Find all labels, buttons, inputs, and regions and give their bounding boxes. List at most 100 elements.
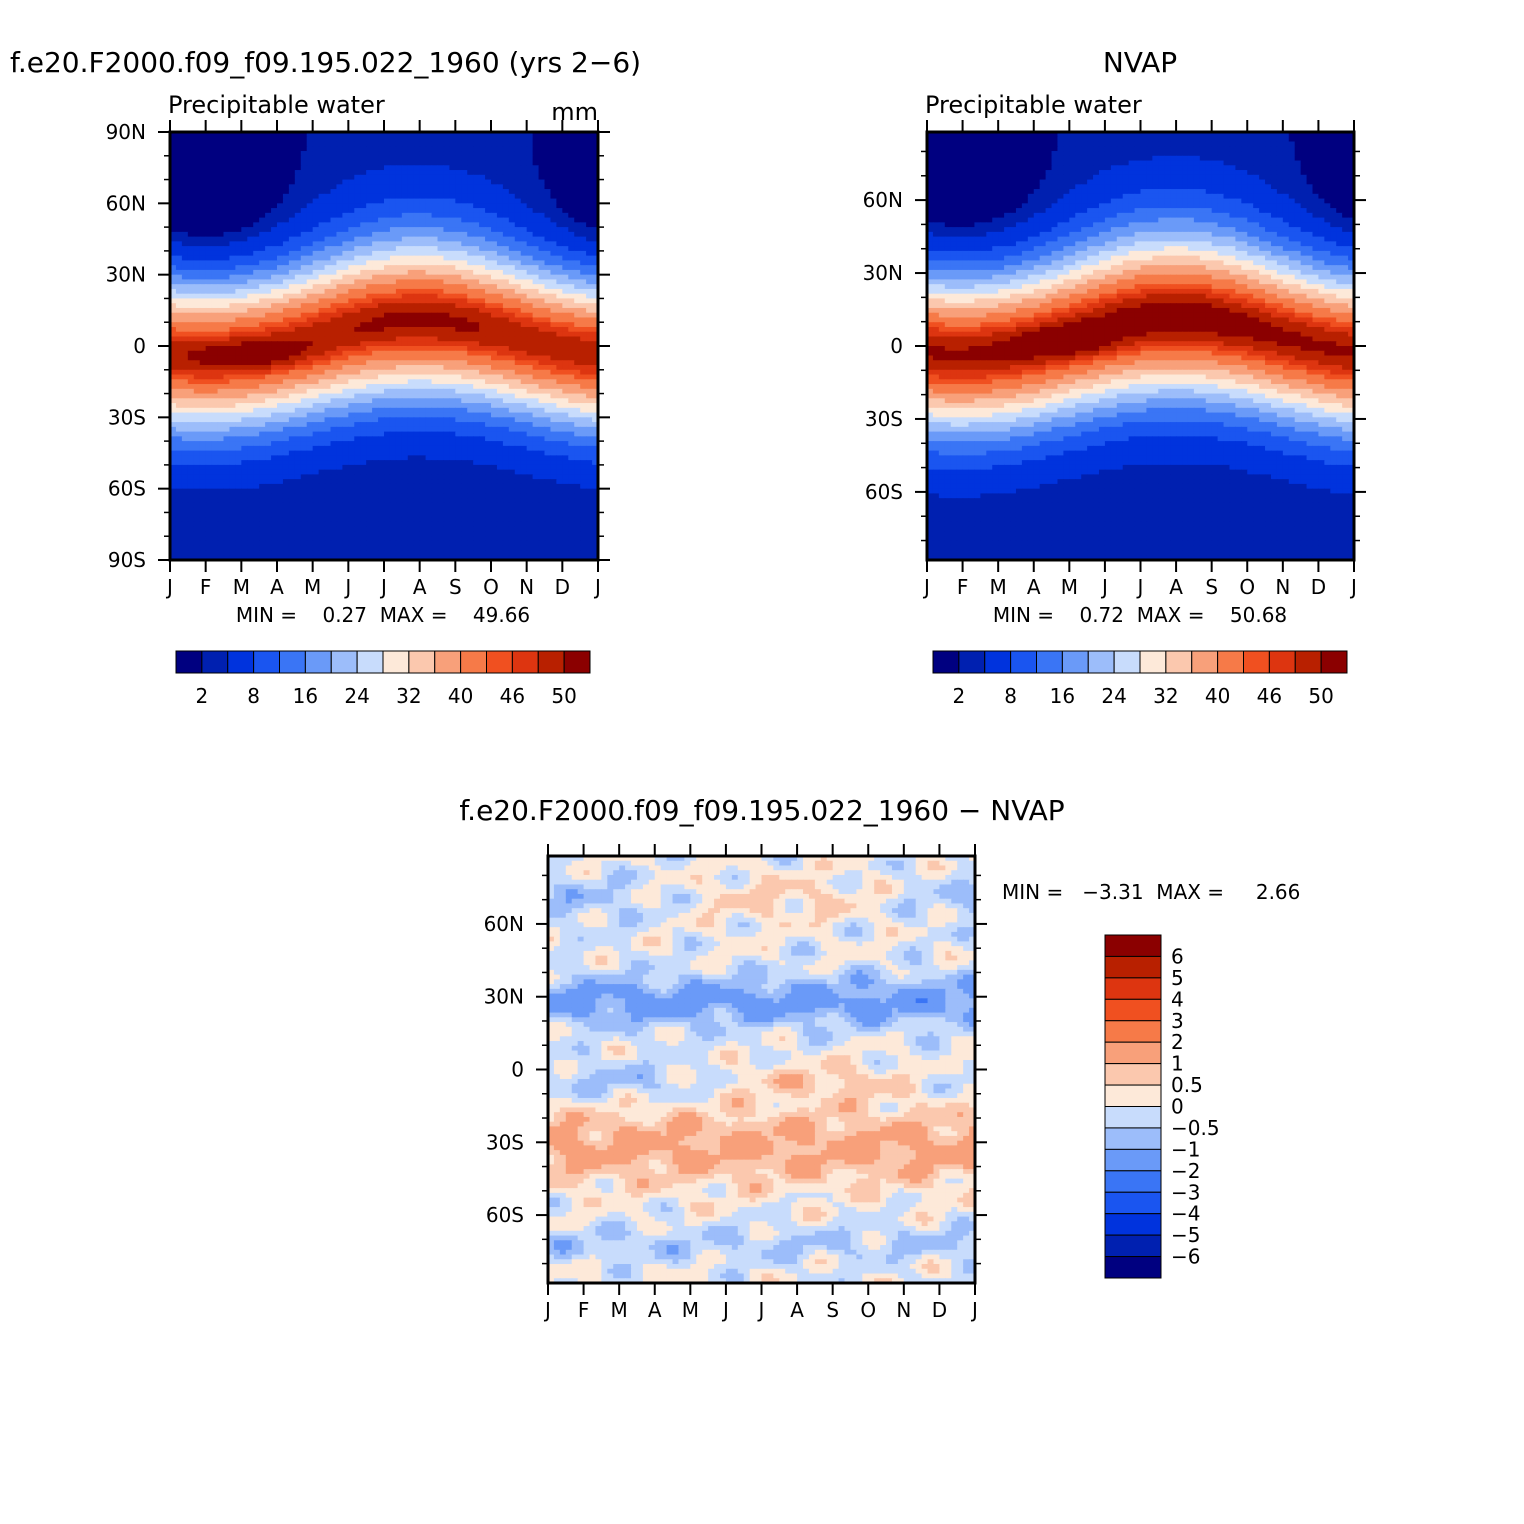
contour-cell	[235, 265, 242, 271]
contour-cell	[395, 274, 403, 281]
contour-cell	[265, 436, 272, 442]
contour-cell	[360, 393, 367, 399]
contour-cell	[324, 298, 332, 304]
contour-cell	[455, 455, 462, 461]
contour-cell	[211, 360, 219, 366]
contour-cell	[265, 331, 272, 338]
contour-cell	[467, 365, 474, 371]
contour-cell	[455, 436, 462, 442]
contour-cell	[271, 445, 278, 452]
contour-cell	[413, 426, 421, 433]
contour-cell	[259, 441, 266, 447]
contour-cell	[467, 388, 474, 395]
contour-cell	[336, 198, 343, 204]
contour-cell	[378, 246, 385, 252]
contour-cell	[330, 222, 338, 228]
contour-cell	[235, 388, 242, 395]
contour-cell	[485, 431, 492, 437]
contour-cell	[354, 336, 361, 342]
contour-cell	[253, 298, 260, 304]
contour-cell	[443, 350, 450, 357]
contour-cell	[229, 160, 236, 166]
contour-cell	[443, 417, 450, 423]
contour-cell	[401, 155, 409, 162]
contour-cell	[170, 146, 177, 152]
contour-cell	[217, 170, 225, 176]
contour-cell	[300, 369, 308, 376]
contour-cell	[282, 422, 290, 428]
contour-cell	[223, 450, 231, 456]
contour-cell	[330, 322, 338, 328]
contour-cell	[461, 350, 468, 357]
contour-cell	[526, 431, 534, 437]
contour-cell	[271, 246, 278, 252]
contour-cell	[300, 236, 308, 242]
contour-cell	[259, 279, 266, 285]
contour-cell	[282, 303, 290, 309]
contour-cell	[508, 374, 516, 380]
contour-cell	[502, 203, 510, 209]
contour-cell	[348, 303, 355, 309]
contour-cell	[580, 360, 587, 366]
contour-cell	[324, 155, 332, 162]
contour-cell	[199, 455, 207, 461]
contour-cell	[455, 403, 462, 409]
contour-cell	[413, 307, 421, 314]
contour-cell	[395, 388, 403, 395]
contour-cell	[288, 255, 296, 261]
contour-cell	[502, 284, 510, 290]
contour-cell	[265, 217, 272, 223]
contour-cell	[449, 441, 456, 447]
contour-cell	[425, 250, 433, 257]
contour-cell	[526, 398, 534, 404]
contour-cell	[247, 236, 254, 242]
contour-cell	[241, 422, 248, 428]
contour-cell	[277, 189, 284, 195]
contour-cell	[496, 374, 504, 380]
contour-cell	[526, 231, 534, 238]
contour-cell	[223, 426, 231, 433]
contour-cell	[419, 384, 427, 390]
contour-cell	[342, 369, 349, 376]
contour-cell	[318, 198, 326, 204]
contour-cell	[348, 198, 355, 204]
contour-cell	[556, 189, 563, 195]
contour-cell	[271, 203, 278, 209]
contour-cell	[324, 388, 332, 395]
contour-cell	[170, 436, 177, 442]
contour-cell	[443, 189, 450, 195]
contour-cell	[568, 346, 575, 352]
contour-cell	[294, 307, 302, 314]
contour-cell	[223, 293, 231, 300]
contour-cell	[431, 132, 439, 138]
contour-cell	[520, 198, 528, 204]
contour-cell	[461, 360, 468, 366]
contour-cell	[455, 198, 462, 204]
contour-cell	[532, 217, 540, 223]
contour-cell	[556, 346, 563, 352]
contour-cell	[473, 403, 480, 409]
contour-cell	[318, 208, 326, 214]
contour-cell	[199, 298, 207, 304]
contour-cell	[413, 141, 421, 147]
contour-cell	[372, 222, 379, 228]
contour-cell	[467, 246, 474, 252]
contour-cell	[205, 193, 213, 200]
contour-cell	[223, 198, 231, 204]
contour-cell	[413, 165, 421, 171]
contour-cell	[395, 369, 403, 376]
contour-cell	[508, 241, 516, 247]
contour-cell	[580, 450, 587, 456]
contour-cell	[532, 350, 540, 357]
contour-cell	[395, 365, 403, 371]
contour-cell	[235, 151, 242, 157]
contour-cell	[544, 136, 552, 143]
contour-cell	[384, 193, 391, 200]
contour-cell	[508, 170, 516, 176]
contour-cell	[473, 165, 480, 171]
contour-cell	[372, 146, 379, 152]
contour-cell	[378, 379, 385, 385]
contour-cell	[247, 460, 254, 466]
contour-cell	[294, 460, 302, 466]
contour-cell	[229, 445, 236, 452]
